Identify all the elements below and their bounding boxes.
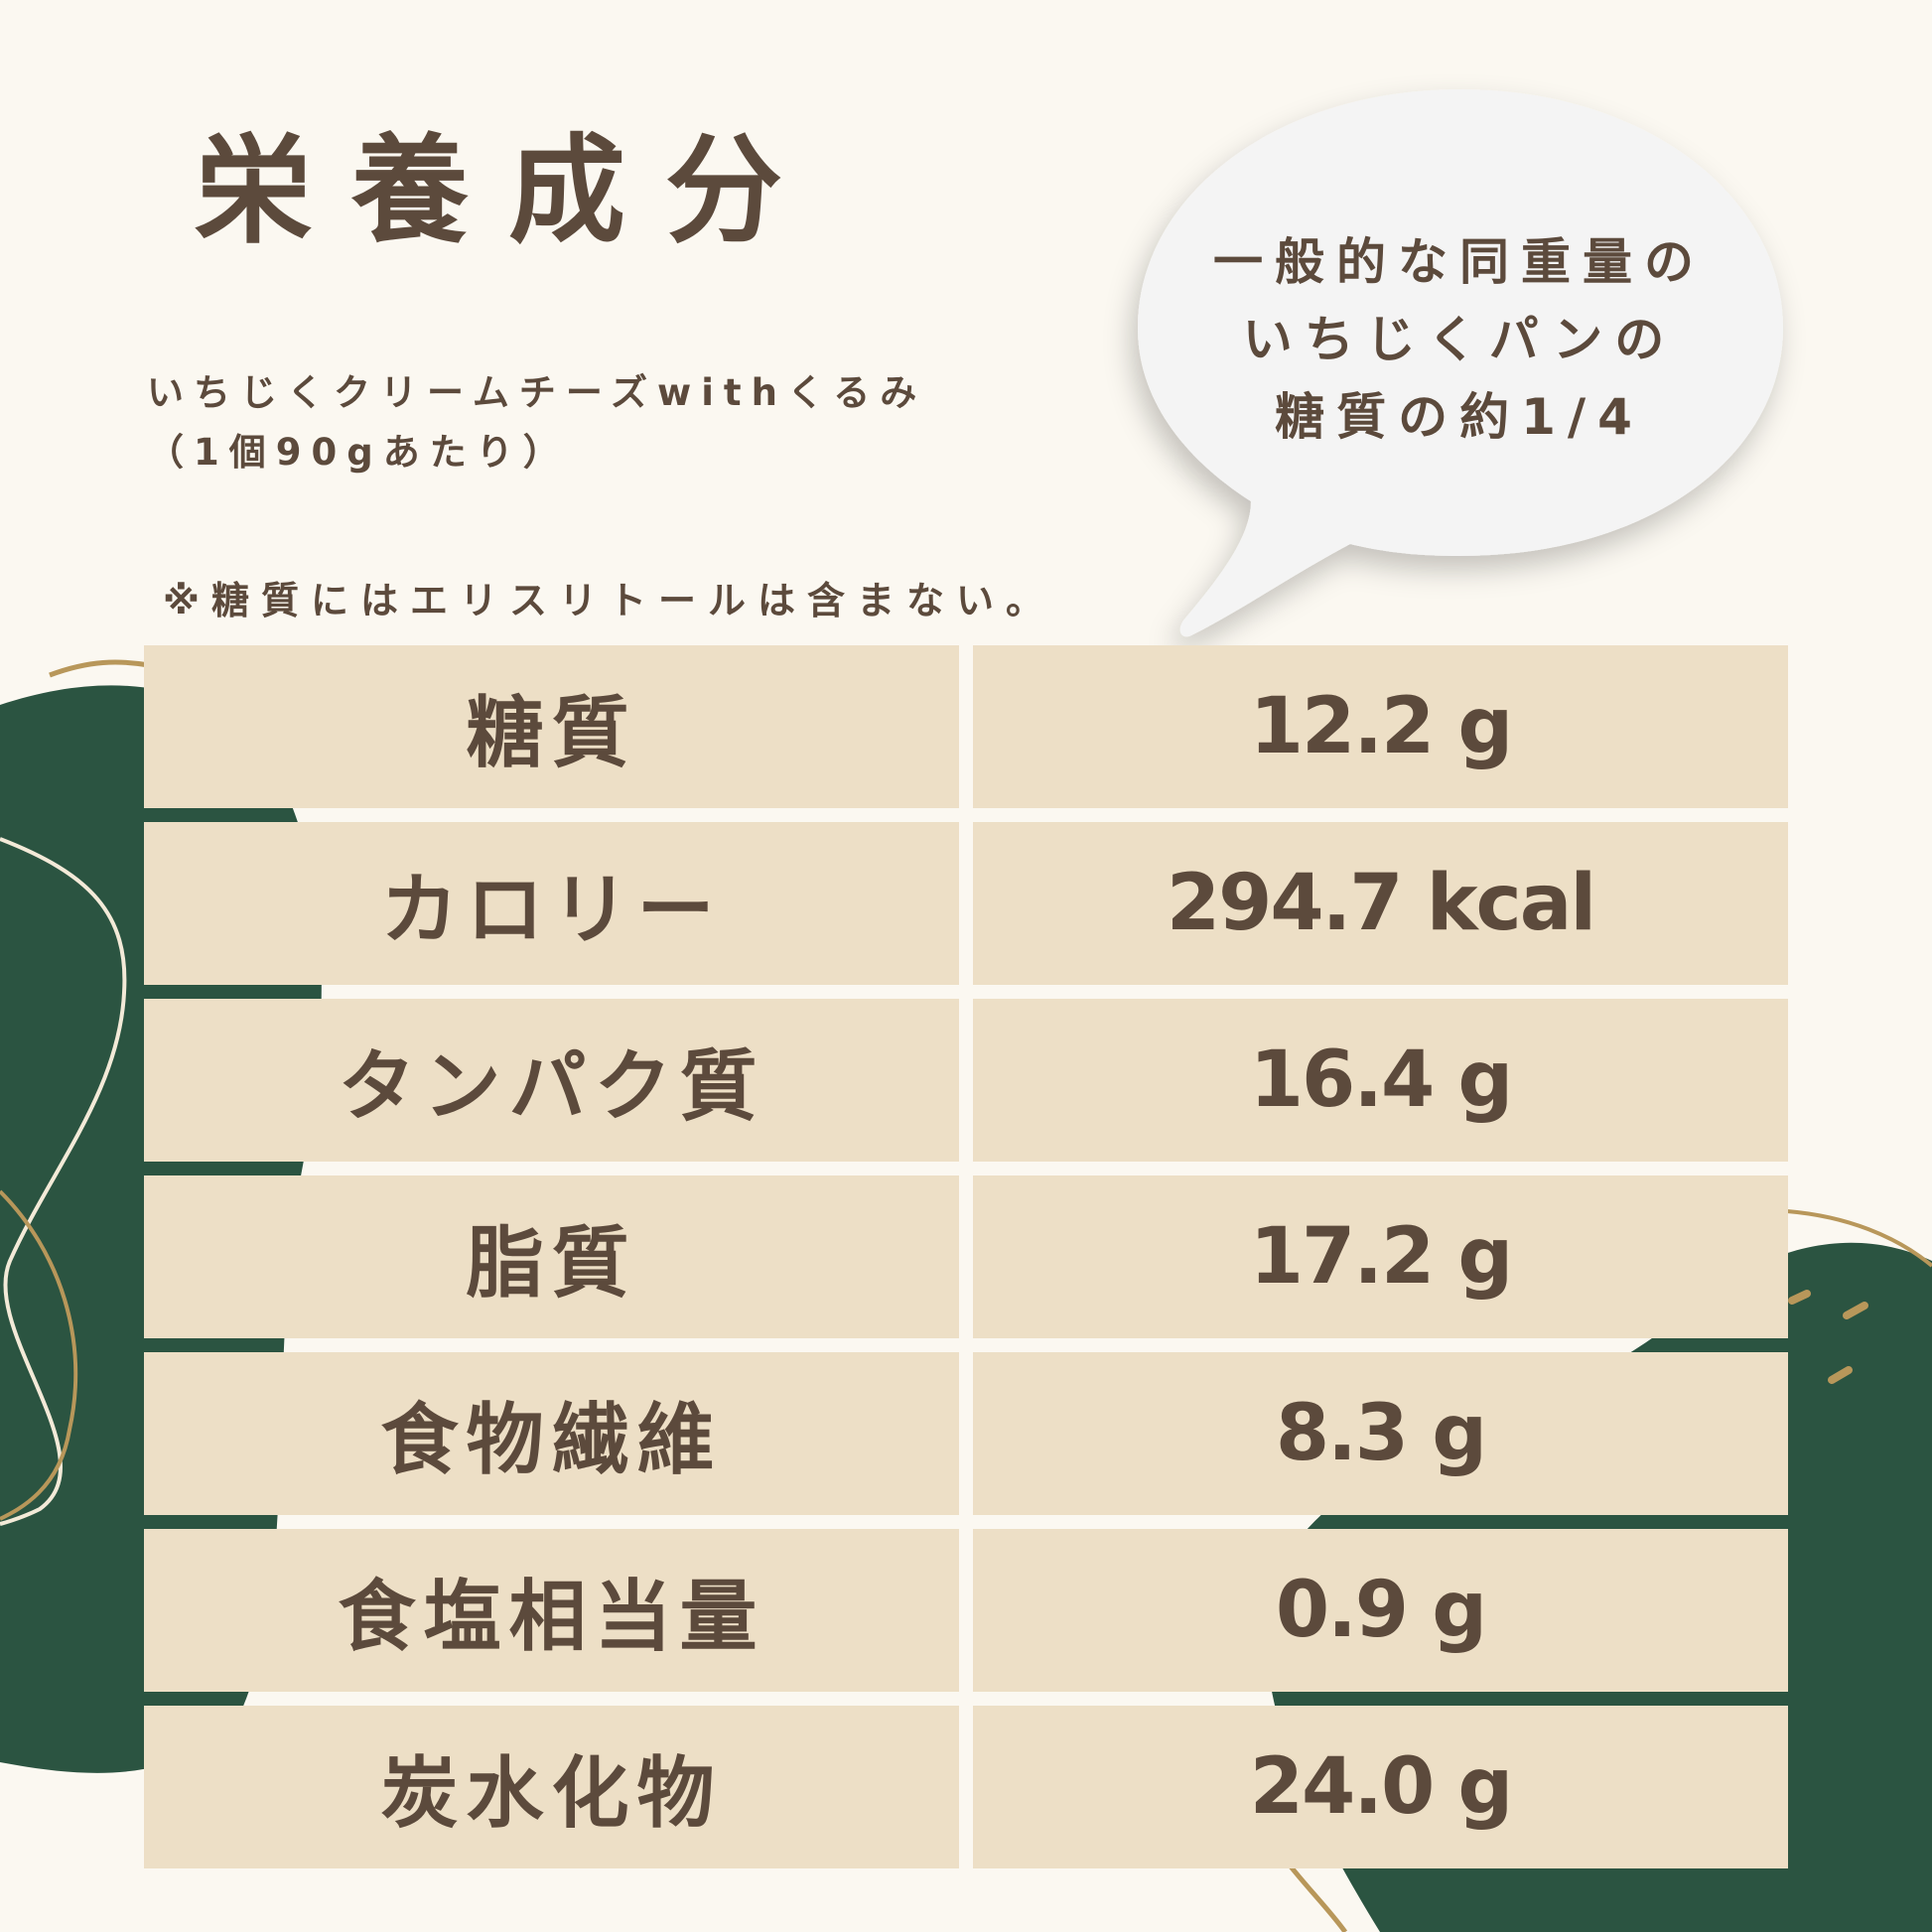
gold-line-left-2 — [0, 1189, 78, 1521]
table-row: 食物繊維 8.3 g — [144, 1352, 1788, 1515]
bubble-text: 一般的な同重量の いちじくパンの 糖質の約1/4 — [1162, 223, 1757, 456]
bubble-line: 一般的な同重量の — [1213, 233, 1706, 291]
speech-bubble — [1138, 89, 1783, 637]
table-row: 食塩相当量 0.9 g — [144, 1529, 1788, 1692]
table-row: カロリー 294.7 kcal — [144, 822, 1788, 985]
serving-size: （1個90gあたり） — [147, 431, 570, 474]
nutrient-value: 0.9 g — [973, 1529, 1788, 1692]
nutrient-value: 17.2 g — [973, 1175, 1788, 1338]
nutrient-value: 16.4 g — [973, 999, 1788, 1162]
nutrient-label: 食物繊維 — [144, 1352, 959, 1515]
nutrient-label: 炭水化物 — [144, 1706, 959, 1868]
table-row: 糖質 12.2 g — [144, 645, 1788, 808]
bubble-line: いちじくパンの — [1242, 311, 1677, 368]
nutrient-value: 24.0 g — [973, 1706, 1788, 1868]
product-info: いちじくクリームチーズwithくるみ （1個90gあたり） — [147, 363, 926, 483]
nutrient-label: 糖質 — [144, 645, 959, 808]
bubble-line: 糖質の約1/4 — [1275, 388, 1644, 446]
gold-arc-left — [49, 659, 150, 678]
nutrient-value: 294.7 kcal — [973, 822, 1788, 985]
nutrient-value: 8.3 g — [973, 1352, 1788, 1515]
nutrient-label: タンパク質 — [144, 999, 959, 1162]
nutrient-label: 食塩相当量 — [144, 1529, 959, 1692]
table-row: 炭水化物 24.0 g — [144, 1706, 1788, 1868]
page-title: 栄養成分 — [195, 122, 823, 259]
nutrition-table: 糖質 12.2 g カロリー 294.7 kcal タンパク質 16.4 g 脂質 17… — [144, 645, 1788, 1882]
product-name: いちじくクリームチーズwithくるみ — [147, 371, 927, 414]
nutrient-label: カロリー — [144, 822, 959, 985]
table-row: 脂質 17.2 g — [144, 1175, 1788, 1338]
gold-line-right — [1786, 1209, 1932, 1268]
footnote: ※糖質にはエリスリトールは含まない。 — [163, 579, 1055, 622]
nutrient-label: 脂質 — [144, 1175, 959, 1338]
nutrient-value: 12.2 g — [973, 645, 1788, 808]
table-row: タンパク質 16.4 g — [144, 999, 1788, 1162]
gold-line-right-2 — [1289, 1864, 1348, 1932]
gold-dashes — [1788, 1290, 1868, 1384]
